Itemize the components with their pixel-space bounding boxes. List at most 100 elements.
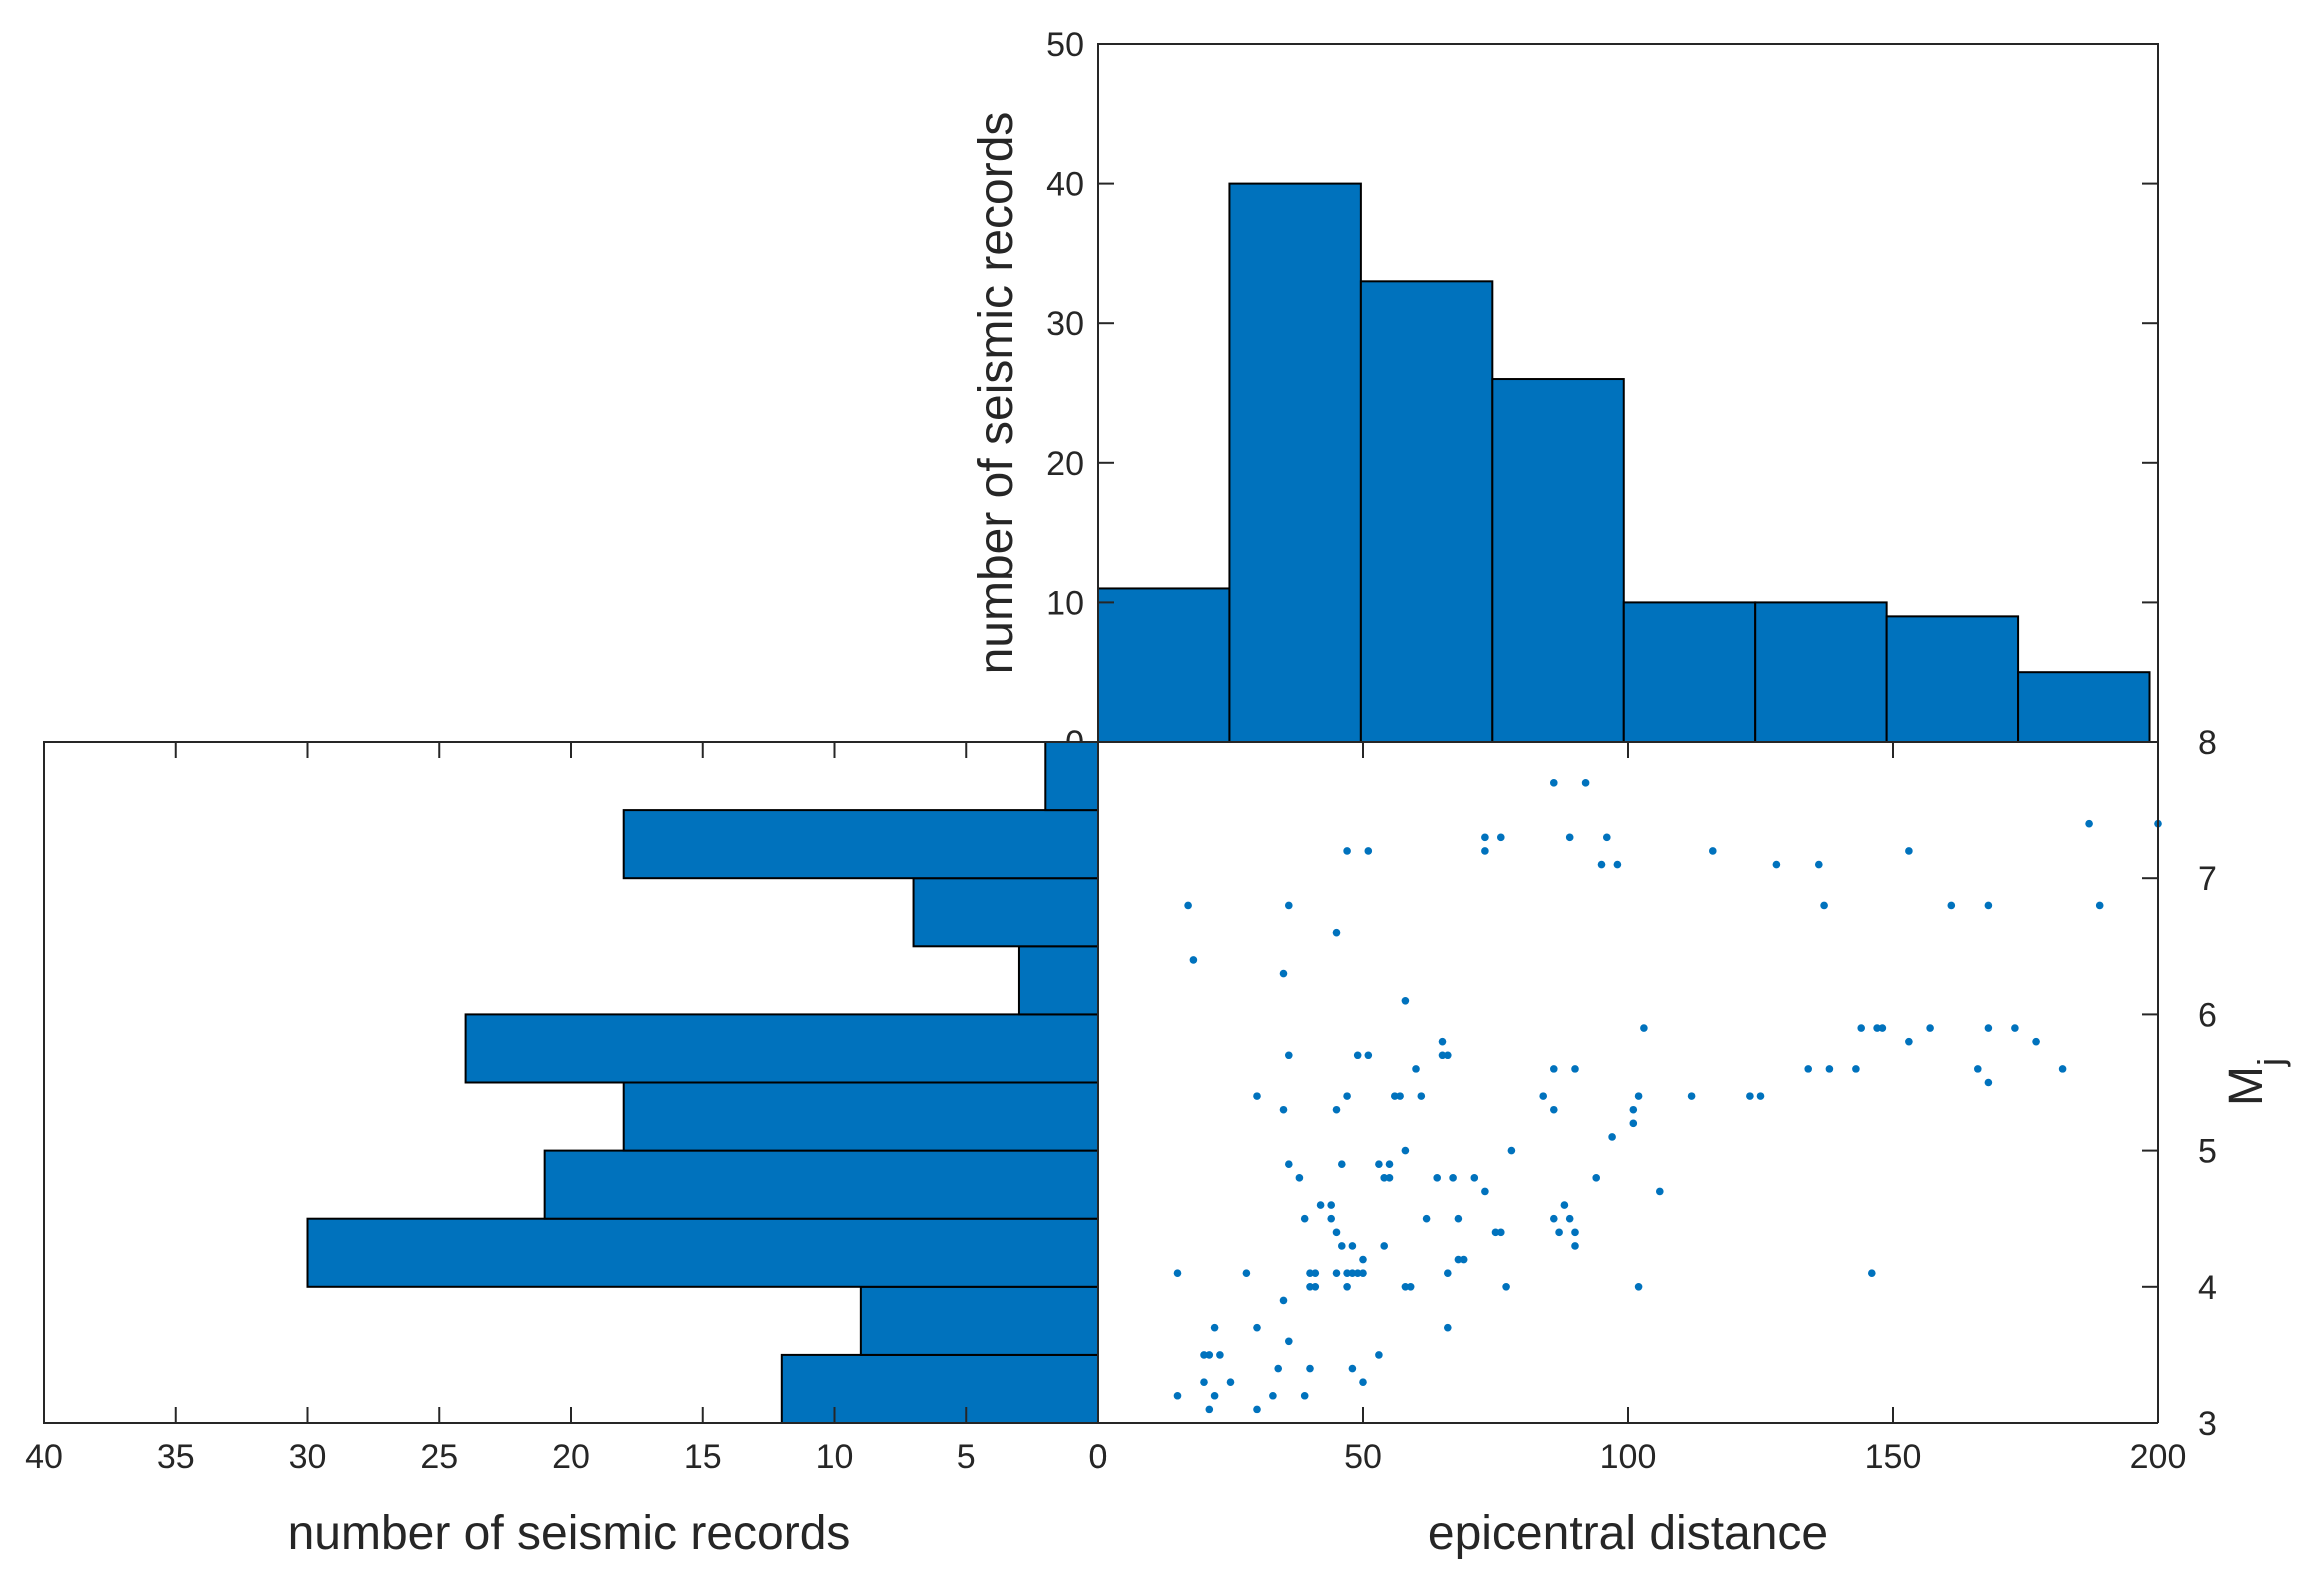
x-tick-label: 40 bbox=[25, 1438, 63, 1476]
scatter-point bbox=[1343, 1269, 1351, 1277]
scatter-point bbox=[1332, 928, 1341, 937]
scatter-point bbox=[1825, 1065, 1834, 1073]
scatter-point bbox=[1396, 1092, 1404, 1100]
scatter-point bbox=[1459, 1255, 1468, 1264]
magnitude-bar bbox=[912, 877, 1099, 948]
scatter-point bbox=[1205, 1351, 1214, 1359]
scatter-point bbox=[1507, 1146, 1516, 1155]
scatter-point bbox=[1401, 996, 1410, 1005]
x-tick-label: 10 bbox=[816, 1438, 854, 1476]
scatter-point bbox=[1629, 1119, 1638, 1128]
scatter-point bbox=[1348, 1242, 1357, 1250]
magnitude-bar bbox=[1044, 741, 1100, 812]
scatter-point bbox=[1412, 1065, 1420, 1073]
scatter-point bbox=[1205, 1405, 1214, 1414]
scatter-point bbox=[1285, 901, 1293, 910]
scatter-ticks: 0 50 100 150 200 3 4 5 6 7 8 bbox=[1089, 724, 2217, 1476]
scatter-point bbox=[1926, 1024, 1934, 1032]
scatter-point bbox=[1332, 1105, 1341, 1114]
scatter-point bbox=[1311, 1269, 1320, 1277]
scatter-point bbox=[1401, 1146, 1410, 1155]
magnitude-bar bbox=[622, 1081, 1099, 1152]
magnitude-bar bbox=[1017, 945, 1100, 1016]
scatter-point bbox=[1300, 1391, 1309, 1400]
y-tick-label: 7 bbox=[2198, 860, 2217, 898]
scatter-point bbox=[2095, 901, 2104, 910]
distance-bar bbox=[1885, 615, 2020, 743]
scatter-point bbox=[1401, 1283, 1410, 1291]
scatter-point bbox=[1422, 1214, 1431, 1223]
distance-bar bbox=[1754, 601, 1888, 744]
scatter-point bbox=[1332, 1269, 1341, 1277]
scatter-point bbox=[1560, 1201, 1569, 1209]
scatter-point bbox=[1634, 1283, 1643, 1291]
y-tick-label: 6 bbox=[2198, 996, 2217, 1034]
scatter-point bbox=[1343, 1283, 1351, 1291]
scatter-point bbox=[1338, 1160, 1346, 1169]
scatter-point bbox=[1359, 1269, 1367, 1277]
y-tick-label: 30 bbox=[1046, 305, 1084, 343]
scatter-point bbox=[1444, 1051, 1452, 1060]
scatter-point bbox=[1269, 1391, 1277, 1400]
scatter-point bbox=[1629, 1105, 1638, 1114]
scatter-point bbox=[1189, 956, 1198, 964]
scatter-point bbox=[1746, 1092, 1754, 1100]
scatter-point bbox=[1391, 1092, 1399, 1100]
y-tick-label: 5 bbox=[2198, 1133, 2217, 1171]
x-tick-label: 0 bbox=[1089, 1438, 1108, 1476]
scatter-point bbox=[1470, 1174, 1479, 1182]
scatter-point bbox=[1820, 901, 1828, 910]
y-tick-label: 8 bbox=[2198, 724, 2217, 762]
magnitude-histogram-x-axis-label: number of seismic records bbox=[288, 1507, 851, 1560]
x-tick-label: 20 bbox=[552, 1438, 590, 1476]
scatter-point bbox=[1200, 1378, 1208, 1386]
distance-bar bbox=[1622, 601, 1757, 744]
scatter-point bbox=[1852, 1065, 1860, 1073]
distance-bar bbox=[1359, 280, 1494, 743]
scatter-point bbox=[1359, 1378, 1367, 1386]
x-tick-label: 15 bbox=[684, 1438, 722, 1476]
x-tick-label: 50 bbox=[1344, 1438, 1382, 1476]
scatter-x-axis-label: epicentral distance bbox=[1428, 1507, 1828, 1560]
scatter-point bbox=[1274, 1364, 1282, 1373]
magnitude-bar bbox=[306, 1217, 1099, 1288]
distance-histogram-bars bbox=[1097, 182, 2151, 744]
magnitude-histogram-x-ticks: 40 35 30 25 20 15 10 5 0 bbox=[25, 742, 1107, 1476]
x-tick-label: 25 bbox=[420, 1438, 458, 1476]
magnitude-bar bbox=[780, 1353, 1099, 1425]
scatter-point bbox=[2032, 1037, 2040, 1046]
y-tick-label: 50 bbox=[1046, 26, 1084, 64]
scatter-point bbox=[2011, 1024, 2019, 1032]
scatter-point bbox=[1804, 1065, 1812, 1073]
scatter-point bbox=[1449, 1174, 1457, 1182]
distance-bar bbox=[2017, 671, 2151, 744]
scatter-point bbox=[1348, 1269, 1357, 1277]
scatter-point bbox=[1433, 1174, 1441, 1182]
scatter-point bbox=[1603, 833, 1611, 842]
scatter-point bbox=[1210, 1323, 1219, 1332]
scatter-point bbox=[1338, 1242, 1346, 1250]
distance-bar bbox=[1491, 378, 1625, 743]
scatter-point bbox=[1481, 1187, 1489, 1196]
scatter-point bbox=[1385, 1160, 1394, 1169]
scatter-points bbox=[1173, 779, 2162, 1414]
scatter-point bbox=[1438, 1051, 1447, 1060]
scatter-point bbox=[1481, 847, 1489, 855]
scatter-point bbox=[1253, 1405, 1261, 1414]
scatter-point bbox=[1687, 1092, 1696, 1100]
magnitude-bar bbox=[859, 1285, 1099, 1356]
scatter-point bbox=[1709, 847, 1717, 855]
scatter-point bbox=[1380, 1242, 1388, 1250]
scatter-point bbox=[1279, 969, 1288, 978]
scatter-point bbox=[1539, 1092, 1547, 1100]
scatter-y-axis-label-main: M bbox=[2220, 1066, 2273, 1106]
scatter-point bbox=[1550, 1105, 1558, 1114]
scatter-point bbox=[1279, 1105, 1288, 1114]
scatter-point bbox=[1640, 1024, 1648, 1032]
scatter-point bbox=[1316, 1201, 1325, 1209]
scatter-point bbox=[1242, 1269, 1251, 1277]
scatter-point bbox=[1772, 860, 1781, 869]
scatter-point bbox=[1173, 1269, 1182, 1277]
scatter-point bbox=[1327, 1214, 1335, 1223]
